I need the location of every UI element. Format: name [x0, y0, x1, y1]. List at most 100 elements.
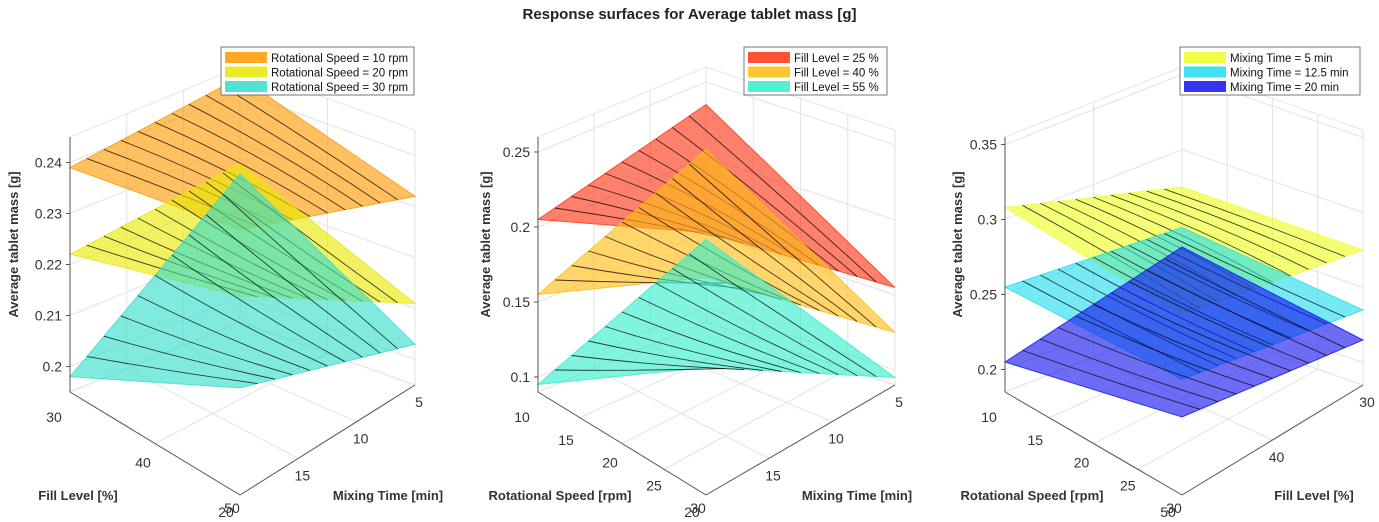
contour-line — [1022, 350, 1201, 410]
y-tick-label: 30 — [46, 409, 62, 425]
x-tick-label: 15 — [295, 467, 311, 483]
y-axis-line — [537, 391, 707, 496]
z-tick-label: 0.23 — [35, 206, 62, 222]
z-tick-label: 0.24 — [35, 155, 62, 171]
contour-line — [554, 368, 725, 371]
contour-line — [1075, 315, 1255, 387]
z-axis-label: Average tablet mass [g] — [950, 171, 965, 317]
contour-line — [103, 335, 276, 380]
contour-line — [1093, 304, 1273, 379]
z-tick-label: 0.2 — [43, 359, 63, 375]
surface-plot-3: 0.2 0.25 0.3 0.35 30 40 50 10 15 20 25 30 Fill Level… — [950, 46, 1375, 520]
contour-line — [1164, 188, 1346, 257]
y-tick-label: 30 — [1166, 500, 1182, 516]
legend-entry: Mixing Time = 12.5 min — [1230, 68, 1349, 80]
contour-line — [638, 297, 820, 374]
contour-line — [205, 214, 381, 354]
contour-line — [188, 103, 363, 207]
z-tick-label: 0.21 — [35, 308, 62, 324]
x-tick-label: 20 — [684, 504, 700, 520]
contour-line — [205, 94, 381, 204]
legend-swatch — [748, 52, 790, 63]
x-tick-label: 20 — [218, 504, 234, 520]
x-tick-label: 30 — [1359, 394, 1375, 410]
contour-line — [188, 234, 363, 358]
x-tick-label: 50 — [1160, 504, 1176, 520]
legend-swatch — [1184, 66, 1226, 78]
y-axis-line — [1004, 391, 1183, 496]
contour-line — [672, 268, 858, 376]
z-tick-label: 0.1 — [511, 369, 531, 385]
contour-line — [1110, 292, 1291, 372]
z-tick-label: 0.25 — [503, 144, 530, 160]
legend-entry: Fill Level = 40 % — [794, 68, 879, 80]
x-axis-line — [239, 384, 416, 496]
legend-swatch — [748, 81, 790, 92]
contour-line — [672, 178, 858, 322]
y-tick-label: 10 — [981, 409, 997, 425]
legend-swatch — [225, 66, 267, 78]
floor-gridline — [663, 368, 848, 470]
y-tick-label: 30 — [690, 500, 706, 516]
contour-line — [222, 194, 398, 349]
y-tick-label: 25 — [1120, 477, 1136, 493]
legend-entry: Rotational Speed = 10 rpm — [271, 53, 408, 65]
contour-line — [621, 311, 801, 373]
contour-line — [1164, 233, 1346, 318]
surface-face — [1003, 246, 1365, 418]
y-axis-line — [69, 391, 241, 496]
legend-swatch — [225, 81, 267, 92]
x-axis-line — [705, 384, 896, 496]
y-tick-label: 15 — [1027, 432, 1043, 448]
surface-face — [536, 148, 896, 333]
legend-entry: Fill Level = 25 % — [794, 53, 879, 65]
floor-gridline — [1137, 368, 1318, 470]
x-axis-label: Mixing Time [min] — [333, 488, 443, 503]
surface-3 — [1003, 246, 1365, 418]
legend-swatch — [1184, 52, 1226, 63]
y-tick-label: 15 — [558, 432, 574, 448]
contour-line — [1146, 190, 1327, 264]
legend-entry: Fill Level = 55 % — [794, 82, 879, 94]
x-tick-label: 40 — [1269, 449, 1285, 465]
contour-line — [1040, 338, 1219, 403]
y-axis-label: Rotational Speed [rpm] — [488, 488, 631, 503]
legend-entry: Mixing Time = 5 min — [1230, 53, 1333, 65]
z-axis-label: Average tablet mass [g] — [478, 171, 493, 317]
z-tick-label: 0.3 — [978, 212, 998, 228]
contour-line — [154, 121, 328, 214]
contour-line — [688, 253, 877, 377]
contour-line — [1128, 281, 1309, 364]
surface-plot-1: 0.2 0.21 0.22 0.23 0.24 5 10 15 20 30 40 50 Mixing T… — [6, 46, 443, 520]
figure-title: Response surfaces for Average tablet mas… — [522, 6, 857, 23]
z-tick-label: 0.2 — [511, 219, 531, 235]
x-tick-label: 15 — [765, 467, 781, 483]
contour-line — [171, 254, 346, 363]
contour-line — [688, 115, 877, 283]
y-tick-label: 20 — [602, 455, 618, 471]
legend-entry: Rotational Speed = 30 rpm — [271, 82, 408, 94]
legend-swatch — [225, 52, 267, 63]
contour-line — [571, 355, 744, 370]
z-tick-label: 0.22 — [35, 257, 62, 273]
z-tick-label: 0.15 — [503, 294, 530, 310]
legend-swatch — [1184, 81, 1226, 92]
z-tick-label: 0.35 — [970, 137, 997, 153]
legend-mixing-time: Mixing Time = 5 min Mixing Time = 12.5 mi… — [1179, 46, 1361, 96]
contour-line — [672, 127, 858, 277]
contour-line — [120, 315, 293, 376]
y-tick-label: 40 — [135, 455, 151, 471]
contour-line — [154, 275, 328, 367]
contour-line — [86, 355, 258, 384]
contour-line — [688, 163, 877, 328]
contour-line — [1146, 269, 1327, 356]
z-tick-label: 0.2 — [978, 362, 998, 378]
contour-line — [605, 326, 782, 372]
x-axis-line — [1181, 384, 1364, 496]
x-tick-label: 10 — [353, 431, 369, 447]
surface-plot-2: 0.1 0.15 0.2 0.25 5 10 15 20 10 15 20 25 30 Mixing Ti… — [478, 46, 912, 520]
contour-line — [1057, 327, 1237, 395]
x-tick-label: 5 — [895, 394, 903, 410]
contour-line — [1111, 194, 1291, 277]
x-axis-label: Mixing Time [min] — [802, 488, 912, 503]
